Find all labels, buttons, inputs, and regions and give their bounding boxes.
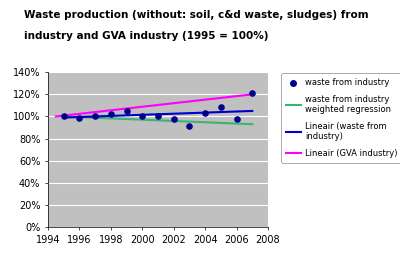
- Point: [233, 117, 240, 121]
- Point: [92, 114, 98, 118]
- Point: [218, 104, 224, 109]
- Point: [249, 91, 256, 95]
- Point: [202, 111, 208, 115]
- Point: [60, 114, 67, 118]
- Point: [186, 124, 193, 128]
- Text: Waste production (without: soil, c&d waste, sludges) from: Waste production (without: soil, c&d was…: [24, 10, 369, 20]
- Legend: waste from industry, waste from industry
weighted regression, Lineair (waste fro: waste from industry, waste from industry…: [281, 73, 400, 163]
- Point: [123, 109, 130, 113]
- Point: [139, 114, 146, 118]
- Point: [170, 117, 177, 121]
- Text: industry and GVA industry (1995 = 100%): industry and GVA industry (1995 = 100%): [24, 31, 268, 41]
- Point: [108, 112, 114, 116]
- Point: [155, 114, 161, 118]
- Point: [76, 116, 83, 120]
